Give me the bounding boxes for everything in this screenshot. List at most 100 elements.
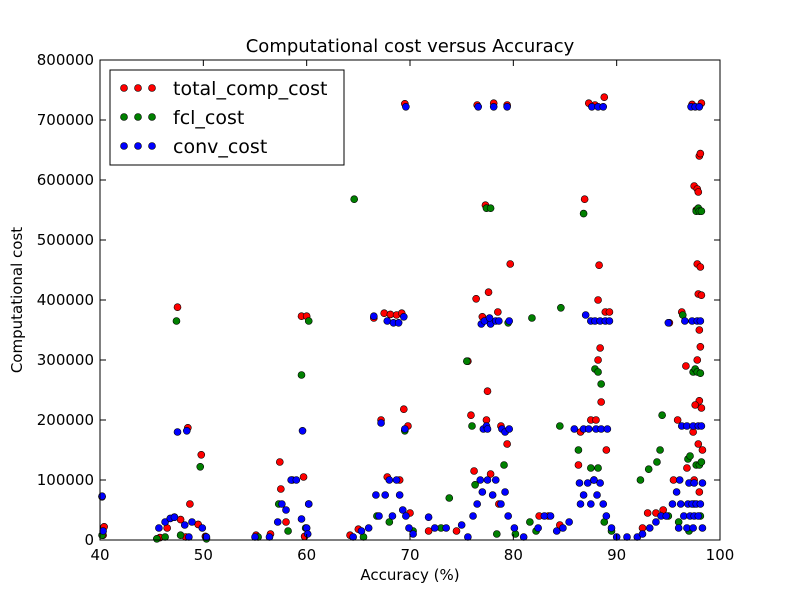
data-point (463, 357, 471, 366)
data-point (694, 188, 703, 196)
data-point (605, 317, 614, 325)
data-point (510, 524, 519, 532)
data-point (161, 518, 169, 526)
data-point (492, 530, 501, 538)
data-point (696, 342, 705, 351)
data-point (605, 308, 614, 316)
data-point (350, 195, 359, 203)
data-point (430, 524, 439, 532)
data-point (282, 518, 290, 526)
data-point (278, 500, 286, 508)
data-point (170, 513, 179, 522)
y-tick-label: 0 (84, 531, 94, 549)
data-point (574, 446, 583, 454)
data-point (675, 476, 684, 484)
data-point (581, 311, 590, 319)
data-point (501, 488, 509, 496)
data-point (656, 446, 664, 454)
data-point (478, 488, 487, 496)
data-point (556, 422, 564, 430)
legend-label: fcl_cost (173, 107, 244, 129)
data-point (526, 518, 534, 526)
y-tick-label: 100000 (37, 471, 94, 489)
data-point (484, 288, 493, 297)
data-point (372, 491, 380, 499)
data-point (183, 426, 191, 435)
data-point (385, 476, 394, 484)
data-point (452, 527, 461, 535)
data-point (442, 524, 450, 532)
data-point (153, 534, 161, 543)
data-point (579, 491, 588, 499)
data-point (698, 446, 707, 454)
data-point (486, 470, 495, 478)
data-point (405, 524, 413, 532)
data-point (398, 506, 407, 514)
data-point (383, 317, 392, 325)
legend-marker (134, 142, 142, 150)
data-point (599, 500, 608, 508)
y-tick-label: 300000 (37, 351, 94, 369)
data-point (602, 512, 611, 520)
data-point (673, 416, 682, 424)
data-point (180, 521, 189, 529)
y-tick-label: 400000 (37, 291, 94, 309)
data-point (565, 518, 573, 526)
data-point (277, 485, 285, 493)
data-point (584, 425, 593, 433)
data-point (528, 314, 536, 322)
data-point (590, 476, 598, 484)
data-point (638, 530, 647, 538)
data-point (672, 488, 681, 496)
data-point (99, 527, 107, 535)
legend-marker (148, 142, 156, 150)
data-point (557, 303, 565, 312)
data-point (596, 479, 604, 487)
data-point (504, 512, 512, 520)
legend-marker (120, 84, 128, 92)
data-point (495, 317, 503, 325)
series-fcl_cost (98, 195, 706, 543)
data-point (297, 515, 306, 523)
data-point (385, 518, 394, 526)
data-point (694, 440, 703, 448)
data-point (196, 462, 205, 471)
legend-item-conv_cost: conv_cost (120, 136, 267, 158)
data-point (472, 294, 480, 303)
data-point (689, 524, 697, 532)
data-point (470, 467, 478, 475)
data-point (505, 317, 514, 325)
data-point (273, 518, 282, 526)
y-tick-label: 600000 (37, 171, 94, 189)
data-point (388, 512, 397, 520)
data-point (693, 356, 702, 364)
data-point (600, 93, 609, 101)
data-point (375, 512, 383, 520)
data-point (476, 476, 485, 484)
data-point (173, 303, 182, 312)
legend-marker (148, 113, 156, 121)
data-point (602, 446, 611, 454)
axis-ticks: 40 50 60 70 80 90 100 0 100000 200000 300000 400000… (37, 51, 735, 564)
data-point (682, 362, 690, 370)
x-axis-label: Accuracy (%) (360, 566, 459, 584)
data-point (485, 314, 494, 322)
data-point (402, 103, 410, 111)
data-point (188, 518, 196, 526)
data-point (694, 512, 703, 520)
x-tick-label: 60 (297, 546, 316, 564)
legend-label: conv_cost (173, 136, 267, 158)
data-point (364, 524, 373, 532)
data-point (161, 533, 169, 541)
data-point (503, 440, 511, 448)
data-point (596, 344, 604, 352)
data-point (275, 458, 284, 466)
data-point (377, 419, 385, 427)
data-point (607, 524, 616, 532)
data-point (698, 479, 707, 487)
data-point (695, 488, 704, 496)
data-point (198, 524, 207, 532)
data-point (172, 317, 181, 325)
data-point (652, 518, 660, 526)
